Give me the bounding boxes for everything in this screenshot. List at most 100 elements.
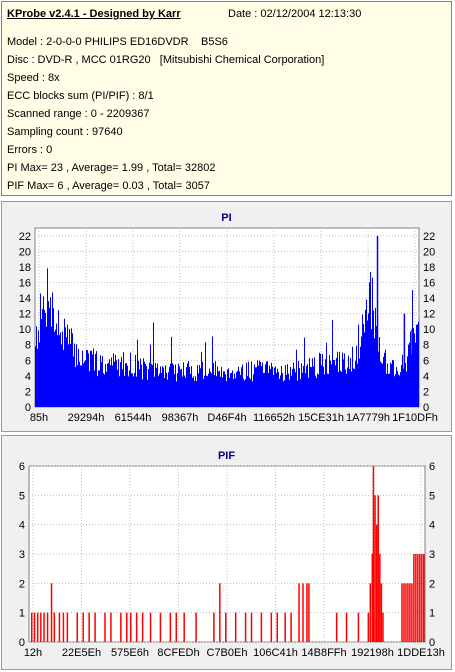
pi-bar <box>39 342 40 407</box>
pi-bar <box>297 380 298 407</box>
x-tick-label: 1DDE13h <box>397 647 445 659</box>
pi-bar <box>389 373 390 407</box>
pi-bar <box>232 370 233 407</box>
pi-bar <box>58 310 59 407</box>
pi-bar <box>324 374 325 407</box>
pi-bar <box>38 330 39 407</box>
pi-bar <box>98 370 99 407</box>
pi-bar <box>292 369 293 407</box>
pi-bar <box>380 361 381 407</box>
pi-bar <box>148 369 149 407</box>
y-tick-label-right: 20 <box>423 246 435 258</box>
pi-bar <box>216 376 217 407</box>
pi-bar <box>304 337 305 407</box>
pi-bar <box>341 371 342 407</box>
pi-bar <box>83 363 84 407</box>
pi-bar <box>264 372 265 407</box>
pi-bar <box>320 353 321 407</box>
pi-bar <box>224 371 225 407</box>
pif-bar <box>345 612 348 642</box>
pi-bar <box>75 367 76 407</box>
pi-bar <box>100 355 101 407</box>
pi-bar <box>165 365 166 407</box>
pi-spike <box>403 313 406 407</box>
pi-bar <box>167 379 168 407</box>
pi-bar <box>370 271 371 407</box>
pi-bar <box>169 366 170 407</box>
pi-bar <box>328 374 329 407</box>
pi-bar <box>315 375 316 407</box>
pi-bar <box>291 375 292 407</box>
pi-bar <box>399 375 400 407</box>
pif-bar <box>149 612 152 642</box>
pi-bar <box>49 307 50 407</box>
pi-bar <box>294 368 295 407</box>
pi-bar <box>242 364 243 407</box>
pi-bar <box>154 376 155 407</box>
y-tick-label-left: 10 <box>19 324 31 336</box>
pi-bar <box>142 379 143 407</box>
pi-bar <box>126 363 127 407</box>
pi-bar <box>288 373 289 407</box>
pi-bar <box>62 331 63 407</box>
pif-bar <box>175 612 178 642</box>
pif-bar <box>367 612 370 642</box>
pi-bar <box>56 323 57 407</box>
y-tick-label-right: 12 <box>423 309 435 321</box>
pi-bar <box>326 342 327 407</box>
y-tick-label-right: 14 <box>423 293 435 305</box>
pi-bar <box>322 354 323 407</box>
y-tick-label-left: 12 <box>19 309 31 321</box>
pif-bar <box>415 554 417 642</box>
pi-bar <box>390 362 391 407</box>
y-tick-label-left: 4 <box>25 371 31 383</box>
pi-bar <box>155 363 156 407</box>
pi-bar <box>257 360 258 407</box>
y-tick-label-left: 3 <box>19 549 25 561</box>
pi-bar <box>405 362 406 407</box>
y-tick-label-left: 22 <box>19 231 31 243</box>
y-tick-label-right: 0 <box>429 637 435 649</box>
pi-bar <box>330 360 331 407</box>
pi-bar <box>354 369 355 407</box>
x-tick-label: 14B8FFh <box>301 647 346 659</box>
x-tick-label: 1F10DFh <box>392 412 438 424</box>
pi-bar <box>248 361 249 407</box>
pi-bar <box>332 319 333 407</box>
pi-bar <box>178 363 179 407</box>
pif-bar <box>213 612 215 642</box>
y-tick-label-left: 18 <box>19 262 31 274</box>
pi-bar <box>179 366 180 407</box>
pif-bar <box>159 612 162 642</box>
pi-bar <box>384 352 385 407</box>
pi-bar <box>136 376 137 407</box>
pif-bar <box>110 612 112 642</box>
pi-bar <box>323 366 324 407</box>
pi-bar <box>258 365 259 407</box>
pi-bar <box>343 359 344 407</box>
pi-bar <box>362 314 363 407</box>
pi-bar <box>346 373 347 407</box>
y-tick-label-left: 0 <box>25 402 31 414</box>
pi-bar <box>130 352 131 407</box>
pif-bar <box>308 583 310 642</box>
pif-bar <box>183 612 185 642</box>
pi-bar <box>376 325 377 407</box>
pi-bar <box>129 370 130 407</box>
pi-bar <box>109 359 110 407</box>
pi-bar <box>113 353 114 407</box>
pi-bar <box>145 363 146 407</box>
pi-bar <box>275 366 276 407</box>
pi-bar <box>190 373 191 407</box>
bar-series <box>35 235 419 407</box>
pif-bar <box>225 612 227 642</box>
pi-bar <box>379 337 380 407</box>
pi-bar <box>79 361 80 407</box>
pi-bar <box>50 297 51 407</box>
pi-bar <box>151 363 152 407</box>
pi-bar <box>263 373 264 407</box>
pi-bar <box>84 361 85 407</box>
pi-bar <box>209 368 210 407</box>
x-tick-label: D46F4h <box>207 412 246 424</box>
pi-bar <box>139 369 140 407</box>
